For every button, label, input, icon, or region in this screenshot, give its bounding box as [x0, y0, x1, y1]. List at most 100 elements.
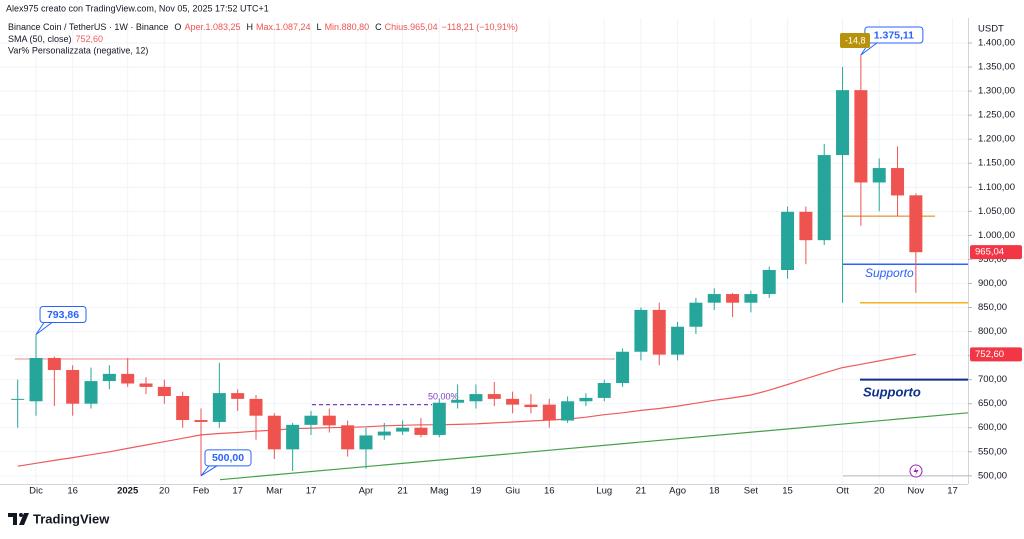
- candle-body: [432, 402, 446, 435]
- ohlc-key: C: [375, 22, 382, 32]
- candle-body: [781, 211, 795, 270]
- y-tick-label: 1.150,00: [978, 158, 1015, 169]
- candle-body: [396, 427, 410, 432]
- y-tick-label: 500,00: [978, 470, 1007, 481]
- price-badge: [970, 245, 1022, 260]
- plot: Supporto Supporto 50,00% 793,86 500,00 1.375,…: [11, 26, 969, 481]
- callout-label: 1.375,11: [874, 29, 914, 41]
- x-tick-label: 19: [471, 486, 482, 497]
- candle-body: [744, 294, 758, 303]
- callout-box: [204, 449, 252, 467]
- ohlc-key: L: [317, 22, 322, 32]
- x-tick-label: Ott: [836, 486, 849, 497]
- alert-icon: [909, 464, 923, 478]
- y-tick-label: 600,00: [978, 422, 1007, 433]
- symbol: Binance Coin / TetherUS · 1W · Binance: [8, 22, 168, 32]
- candle-body: [524, 404, 538, 408]
- y-tick-label: 850,00: [978, 302, 1007, 313]
- candle-body: [249, 398, 263, 416]
- candle-body: [47, 358, 61, 371]
- candle-body: [542, 404, 556, 421]
- trendline: [219, 412, 969, 481]
- line-label: Supporto: [865, 266, 914, 280]
- y-tick-label: 1.300,00: [978, 86, 1015, 97]
- y-tick-label: 1.400,00: [978, 38, 1015, 49]
- candle-body: [854, 90, 868, 183]
- candle-body: [231, 393, 245, 399]
- x-tick-label: Apr: [359, 486, 374, 497]
- sma-legend: SMA (50, close) 752,60: [8, 34, 103, 44]
- callout-label: 500,00: [212, 452, 244, 464]
- candle-body: [267, 415, 281, 450]
- candle-body: [341, 425, 355, 450]
- candle-body: [652, 309, 666, 355]
- candle-body: [579, 397, 593, 402]
- candle-body: [359, 435, 373, 450]
- tag-text: -14,8: [845, 35, 866, 45]
- candle-body: [212, 393, 226, 422]
- candle-body: [451, 399, 465, 403]
- y-tick-label: 1.100,00: [978, 182, 1015, 193]
- candle-body: [157, 386, 171, 396]
- candle-body: [102, 373, 116, 382]
- candle-body: [891, 168, 905, 196]
- brand-name: TradingView: [33, 511, 110, 526]
- y-tick-label: 700,00: [978, 374, 1007, 385]
- x-tick-label: Feb: [193, 486, 209, 497]
- y-tick-label: 1.000,00: [978, 230, 1015, 241]
- candle-body: [597, 383, 611, 398]
- x-tick-label: 21: [636, 486, 647, 497]
- x-tick-label: Nov: [907, 486, 924, 497]
- price-badge: [970, 347, 1022, 362]
- x-tick-label: 16: [544, 486, 555, 497]
- y-tick-label: 1.200,00: [978, 134, 1015, 145]
- candle-body: [286, 424, 300, 450]
- candle-body: [139, 383, 153, 387]
- x-tick-label: Mar: [266, 486, 282, 497]
- tag-box: [840, 33, 870, 48]
- x-tick-label: 18: [709, 486, 720, 497]
- candle-body: [909, 195, 923, 253]
- x-tick-label: 17: [306, 486, 317, 497]
- x-tick-label: Dic: [29, 486, 43, 497]
- x-tick-label: 20: [159, 486, 170, 497]
- x-tick-label: Set: [744, 486, 759, 497]
- sma-line: [17, 353, 917, 467]
- candle-body: [671, 326, 685, 355]
- candle-body: [707, 294, 721, 303]
- y-tick-label: 550,00: [978, 446, 1007, 457]
- brand-logo: [8, 513, 29, 525]
- candle-body: [29, 358, 43, 402]
- candle-body: [469, 394, 483, 402]
- indicator-value: 752,60: [76, 34, 104, 44]
- brand: TradingView: [8, 511, 110, 526]
- x-tick-label: 16: [67, 486, 78, 497]
- x-tick-label: Lug: [596, 486, 612, 497]
- candle-body: [487, 394, 501, 399]
- candle-body: [377, 431, 391, 436]
- line-label: 50,00%: [428, 391, 459, 401]
- candle-body: [689, 302, 703, 327]
- candle-body: [726, 294, 740, 303]
- ohlc-key: H: [247, 22, 254, 32]
- candle-body: [561, 401, 575, 421]
- y-tick-label: 900,00: [978, 278, 1007, 289]
- x-tick-label: 21: [397, 486, 408, 497]
- icon-bolt: [913, 466, 919, 476]
- candle-body: [11, 398, 25, 400]
- candle-body: [414, 427, 428, 435]
- price-badge-label: 965,04: [975, 247, 1004, 258]
- x-tick-label: 20: [874, 486, 885, 497]
- candle-body: [872, 168, 886, 183]
- y-tick-label: 950,00: [978, 254, 1007, 265]
- y-tick-label: 1.350,00: [978, 62, 1015, 73]
- candle-body: [66, 370, 80, 404]
- candle-body: [836, 90, 850, 156]
- candle-body: [506, 398, 520, 405]
- y-tick-label: 1.250,00: [978, 110, 1015, 121]
- candle-body: [304, 415, 318, 425]
- candle-body: [121, 373, 135, 384]
- callout-box: [39, 306, 87, 324]
